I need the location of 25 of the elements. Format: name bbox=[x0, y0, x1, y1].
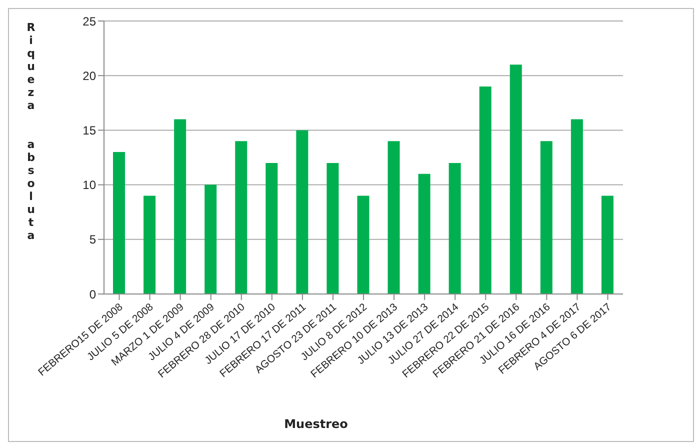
bar bbox=[144, 196, 156, 294]
bar bbox=[357, 196, 370, 294]
bar bbox=[448, 162, 461, 294]
y-tick-label: 5 bbox=[89, 232, 96, 247]
bar bbox=[570, 119, 583, 294]
bar bbox=[540, 141, 552, 294]
bar bbox=[510, 64, 522, 294]
bar bbox=[113, 152, 125, 294]
y-tick-label: 20 bbox=[82, 68, 96, 83]
bar bbox=[296, 130, 308, 294]
bar bbox=[601, 196, 614, 294]
bar bbox=[479, 86, 492, 294]
y-tick-label: 10 bbox=[82, 178, 96, 192]
bar bbox=[174, 119, 186, 294]
bar bbox=[266, 162, 278, 294]
y-tick-label: 15 bbox=[82, 123, 96, 138]
bar bbox=[388, 141, 400, 294]
bar bbox=[204, 184, 217, 294]
bar bbox=[418, 174, 430, 294]
x-axis-title: Muestreo bbox=[283, 417, 349, 431]
bar bbox=[235, 141, 248, 294]
bar bbox=[326, 162, 339, 294]
y-tick-label: 0 bbox=[89, 287, 96, 302]
text: Riqueza absoluta bbox=[26, 21, 36, 242]
y-tick-label: 25 bbox=[82, 14, 96, 28]
